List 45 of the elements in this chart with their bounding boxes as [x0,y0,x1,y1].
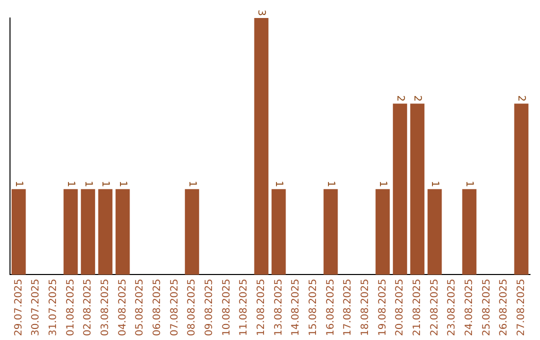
data-label: 1 [65,180,76,188]
data-label: 1 [82,180,94,188]
data-label: 1 [325,180,336,188]
x-tick-label: 24.08.2025 [464,278,475,336]
data-label: 2 [412,95,423,102]
x-tick-label: 12.08.2025 [256,278,267,336]
x-tick-label: 19.08.2025 [377,278,388,336]
x-tick-label: 16.08.2025 [325,278,336,336]
x-tick-label: 29.07.2025 [13,278,24,336]
data-label: 1 [100,180,111,188]
x-tick-label: 13.08.2025 [273,278,284,336]
data-label: 1 [429,180,440,188]
x-tick-label: 01.08.2025 [65,278,76,336]
x-tick-label: 21.08.2025 [412,278,423,336]
x-tick-label: 08.08.2025 [186,278,198,336]
x-tick-label: 14.08.2025 [290,278,302,336]
x-tick-label: 09.08.2025 [204,278,215,336]
x-tick-label: 04.08.2025 [117,278,128,336]
x-tick-label: 23.08.2025 [446,278,458,336]
x-tick-label: 18.08.2025 [360,278,371,336]
x-tick-label: 30.07.2025 [30,278,42,336]
x-tick-label: 26.08.2025 [498,278,510,336]
x-tick-label: 31.07.2025 [48,278,59,336]
x-tick-label: 06.08.2025 [152,278,163,336]
x-tick-label: 03.08.2025 [100,278,111,336]
x-tick-label: 11.08.2025 [238,278,250,336]
x-tick-label: 20.08.2025 [394,278,406,336]
x-tick-label: 25.08.2025 [481,278,492,336]
x-tick-label: 05.08.2025 [134,278,146,336]
x-tick-label: 22.08.2025 [429,278,440,336]
x-tick-label: 02.08.2025 [82,278,94,336]
data-label: 1 [13,180,24,188]
data-label: 1 [377,180,388,188]
data-label: 1 [464,180,475,188]
x-tick-label: 15.08.2025 [308,278,319,336]
x-tick-label: 10.08.2025 [221,278,232,336]
data-label: 1 [273,180,284,188]
data-label: 2 [516,95,527,102]
x-tick-label: 17.08.2025 [342,278,354,336]
data-label: 2 [394,95,406,102]
x-tick-label: 27.08.2025 [516,278,527,336]
data-label: 1 [186,180,198,188]
data-label: 1 [117,180,128,188]
data-label: 3 [256,10,267,16]
x-tick-label: 07.08.2025 [169,278,180,336]
